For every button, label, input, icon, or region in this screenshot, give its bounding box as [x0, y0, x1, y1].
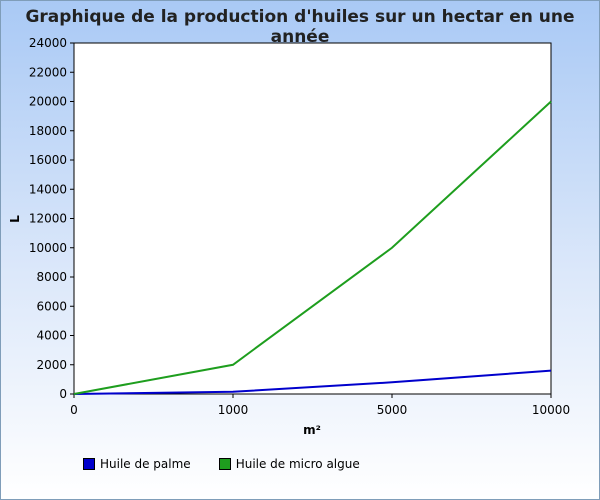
y-tick-label: 10000 — [29, 241, 67, 255]
legend-label-palme: Huile de palme — [100, 457, 191, 471]
series-line-0 — [73, 369, 552, 395]
x-tick-label: 5000 — [377, 403, 408, 417]
plot-area — [73, 42, 552, 395]
x-tick-label: 1000 — [218, 403, 249, 417]
legend-label-algue: Huile de micro algue — [235, 457, 360, 471]
y-axis-label: L — [8, 215, 22, 223]
y-tick-label: 4000 — [36, 329, 67, 343]
chart-title: Graphique de la production d'huiles sur … — [25, 7, 575, 47]
y-tick-label: 16000 — [29, 153, 67, 167]
series-line-1 — [73, 100, 552, 395]
y-tick-label: 2000 — [36, 358, 67, 372]
x-axis-label: m² — [303, 423, 321, 437]
legend-swatch-algue — [218, 458, 231, 470]
y-tick-label: 0 — [59, 387, 67, 401]
legend-item-palme: Huile de palme — [83, 457, 191, 471]
y-tick-label: 6000 — [36, 299, 67, 313]
y-tick-label: 18000 — [29, 124, 67, 138]
y-tick-label: 14000 — [29, 182, 67, 196]
legend-item-algue: Huile de micro algue — [218, 457, 360, 471]
x-tick-label: 0 — [70, 403, 78, 417]
y-tick-label: 12000 — [29, 212, 67, 226]
y-tick-label: 22000 — [29, 65, 67, 79]
y-tick-label: 8000 — [36, 270, 67, 284]
x-tick-label: 10000 — [532, 403, 570, 417]
y-tick-label: 24000 — [29, 36, 67, 50]
legend-swatch-palme — [83, 458, 95, 470]
y-tick-label: 20000 — [29, 95, 67, 109]
legend: Huile de palme Huile de micro algue — [83, 457, 360, 471]
